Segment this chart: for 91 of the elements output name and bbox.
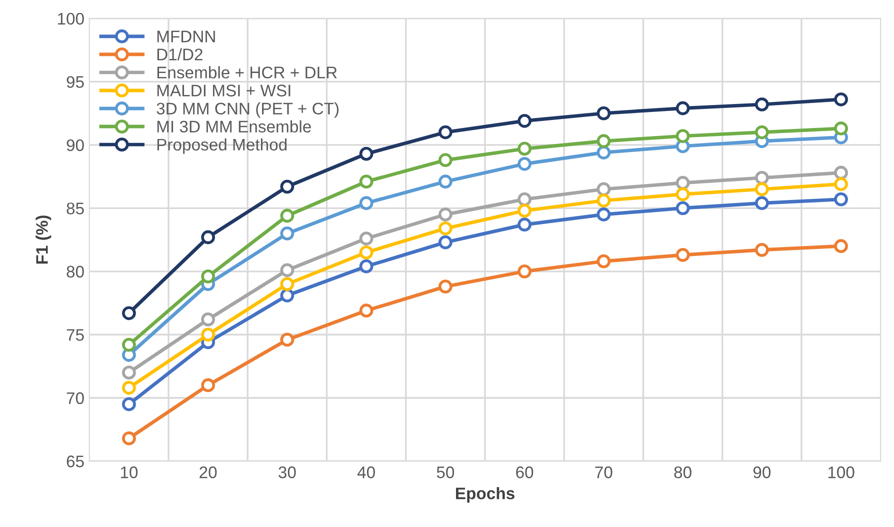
point	[280, 263, 294, 278]
point	[201, 378, 216, 392]
point	[280, 180, 294, 194]
point	[518, 114, 532, 128]
x-tick-label: 10	[120, 466, 138, 478]
point	[676, 248, 690, 262]
point	[122, 338, 136, 352]
y-tick-label: 100	[58, 12, 84, 25]
x-tick-label: 60	[516, 466, 534, 478]
point	[596, 208, 611, 222]
point	[596, 254, 611, 268]
point	[596, 134, 611, 148]
point	[596, 194, 611, 208]
point	[280, 332, 294, 347]
point	[596, 106, 611, 120]
x-tick-label: 80	[674, 466, 692, 478]
point	[359, 245, 374, 260]
point	[676, 129, 690, 144]
point	[359, 174, 374, 189]
x-tick-label: 70	[595, 466, 612, 478]
point	[201, 270, 216, 284]
point	[122, 397, 136, 412]
point	[676, 187, 690, 202]
legend-label: MALDI MSI + WSI	[157, 84, 290, 96]
point	[518, 204, 532, 218]
y-tick-label: 85	[66, 202, 84, 214]
point	[438, 125, 452, 140]
point	[359, 232, 374, 246]
x-tick-label: 90	[753, 466, 771, 478]
point	[438, 235, 452, 250]
point	[438, 208, 452, 222]
point	[438, 174, 452, 189]
legend-label: MFDNN	[157, 30, 215, 42]
point	[834, 92, 848, 106]
point	[280, 288, 294, 302]
point	[518, 264, 532, 278]
y-tick-label: 80	[66, 266, 84, 278]
point	[754, 196, 769, 210]
legend-label: MI 3D MM Ensemble	[157, 120, 311, 133]
point	[201, 328, 216, 342]
x-tick-label: 50	[436, 466, 454, 478]
point	[122, 380, 136, 395]
point	[676, 176, 690, 190]
point	[754, 98, 769, 112]
point	[359, 259, 374, 274]
point	[518, 192, 532, 206]
point	[754, 125, 769, 140]
point	[201, 230, 216, 244]
point	[754, 242, 769, 257]
legend-label: 3D MM CNN (PET + CT)	[156, 102, 339, 118]
point	[676, 201, 690, 216]
point	[280, 226, 294, 240]
point	[754, 170, 769, 185]
y-tick-label: 95	[66, 76, 84, 88]
y-tick-label: 75	[66, 329, 84, 341]
y-tick-label: 70	[66, 392, 84, 404]
point	[438, 280, 452, 294]
point	[280, 277, 294, 291]
legend-label: Proposed Method	[157, 138, 287, 154]
x-tick-label: 40	[357, 466, 375, 478]
point	[359, 196, 374, 210]
point	[834, 122, 848, 136]
point	[834, 166, 848, 180]
point	[122, 366, 136, 380]
legend-label: Ensemble + HCR + DLR	[157, 66, 337, 78]
point	[122, 431, 136, 446]
point	[359, 146, 374, 161]
x-tick-label: 30	[278, 466, 296, 478]
point	[518, 156, 532, 171]
y-tick-label: 65	[66, 456, 84, 468]
point	[359, 304, 374, 318]
point	[754, 182, 769, 196]
point	[122, 306, 136, 320]
point	[438, 153, 452, 168]
y-axis-title: F1 (%)	[36, 216, 52, 264]
point	[438, 221, 452, 236]
point	[201, 312, 216, 326]
x-tick-label: 20	[200, 466, 217, 478]
legend-label: D1/D2	[157, 48, 202, 60]
point	[596, 146, 611, 160]
point	[280, 208, 294, 223]
point	[834, 192, 848, 206]
point	[518, 142, 532, 156]
x-axis-title: Epochs	[456, 487, 514, 503]
y-tick-label: 90	[66, 139, 84, 152]
point	[834, 239, 848, 254]
point	[596, 182, 611, 196]
point	[676, 101, 690, 116]
x-tick-label: 100	[828, 466, 854, 478]
point	[518, 218, 532, 232]
point	[834, 177, 848, 192]
